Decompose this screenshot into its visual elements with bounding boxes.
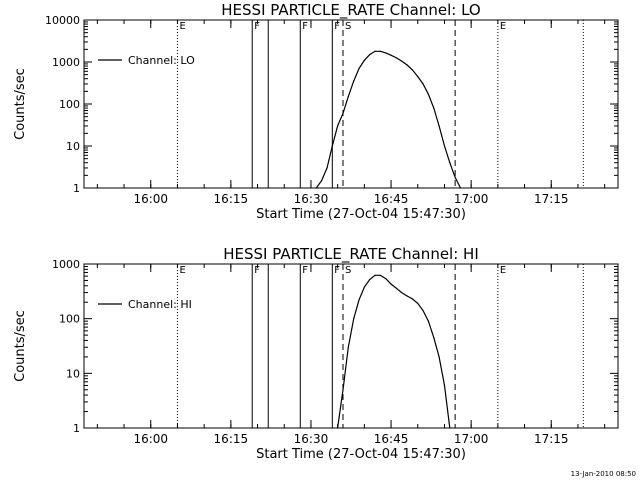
y-tick-label: 1 <box>73 422 80 435</box>
legend-label: Channel: LO <box>128 54 195 67</box>
data-point <box>406 295 408 297</box>
plot-frame <box>83 263 619 429</box>
legend-label: Channel: HI <box>128 298 192 311</box>
chart-panel-lo: HESSI PARTICLE_RATE Channel: LOE F F F S E110… <box>13 1 619 222</box>
data-point <box>347 96 349 98</box>
x-tick-label: 16:15 <box>214 432 249 446</box>
data-point <box>369 278 371 281</box>
data-point <box>385 52 387 54</box>
data-point <box>326 167 328 169</box>
data-point <box>369 54 371 56</box>
marker-label: F <box>254 265 260 276</box>
data-point <box>433 107 435 109</box>
x-tick-label: 16:00 <box>133 192 168 206</box>
data-point <box>401 291 403 294</box>
data-point <box>438 356 440 358</box>
data-point <box>390 54 392 56</box>
data-point <box>321 180 323 182</box>
marker-label: F <box>334 21 340 32</box>
data-point <box>342 389 344 391</box>
x-tick-label: 16:00 <box>133 432 168 446</box>
x-tick-label: 16:30 <box>294 192 329 206</box>
chart-title: HESSI PARTICLE_RATE Channel: LO <box>221 1 480 20</box>
marker-label: E <box>179 21 185 32</box>
x-tick-label: 17:15 <box>534 192 569 206</box>
data-point <box>358 67 360 70</box>
chart-panel-hi: HESSI PARTICLE_RATE Channel: HIE F F F S E110… <box>13 245 619 462</box>
x-tick-label: 16:45 <box>374 432 409 446</box>
data-point <box>385 278 387 280</box>
series-line-lo <box>315 50 462 189</box>
data-point <box>331 145 333 147</box>
marker-label: S <box>345 21 351 32</box>
x-tick-label: 16:15 <box>214 192 249 206</box>
data-point <box>353 80 355 82</box>
data-point <box>454 176 456 178</box>
data-point <box>347 346 349 348</box>
chart-title: HESSI PARTICLE_RATE Channel: HI <box>223 245 479 264</box>
x-axis-label: Start Time (27-Oct-04 15:47:30) <box>256 207 466 222</box>
marker-label: F <box>302 21 308 32</box>
data-point <box>363 59 365 61</box>
x-tick-label: 17:00 <box>454 192 489 206</box>
y-tick-label: 1000 <box>52 258 80 271</box>
plot-frame <box>83 19 619 189</box>
timestamp-footer: 13-Jan-2010 08:50 <box>570 470 636 478</box>
data-point <box>411 69 414 71</box>
x-tick-label: 17:15 <box>534 432 569 446</box>
data-point <box>438 125 440 127</box>
data-point <box>401 60 403 62</box>
series-line-hi <box>337 274 451 429</box>
data-point <box>390 283 392 285</box>
y-tick-label: 100 <box>59 313 80 326</box>
data-point <box>337 125 339 127</box>
x-tick-label: 16:30 <box>294 432 329 446</box>
data-point <box>379 274 381 276</box>
data-point <box>427 93 430 95</box>
data-point <box>411 298 414 300</box>
marker-label: F <box>254 21 260 32</box>
data-point <box>363 286 365 288</box>
y-tick-label: 10 <box>66 140 80 153</box>
data-point <box>379 50 381 52</box>
data-point <box>433 337 435 339</box>
data-point <box>395 57 397 59</box>
y-tick-label: 1 <box>73 182 80 195</box>
y-axis-label: Counts/sec <box>13 310 28 382</box>
data-point <box>422 83 424 85</box>
y-tick-label: 10 <box>66 367 80 380</box>
data-point <box>395 287 397 289</box>
data-point <box>449 162 451 164</box>
data-point <box>443 145 446 147</box>
marker-label: E <box>500 21 506 32</box>
data-point <box>417 75 419 78</box>
data-point <box>406 64 408 66</box>
data-point <box>443 384 446 387</box>
marker-label: E <box>179 265 185 276</box>
x-tick-label: 17:00 <box>454 432 489 446</box>
marker-label: S <box>345 265 351 276</box>
y-tick-label: 100 <box>59 98 80 111</box>
marker-label: F <box>302 265 308 276</box>
data-point <box>342 112 344 114</box>
y-tick-label: 10000 <box>45 14 80 27</box>
x-tick-label: 16:45 <box>374 192 409 206</box>
x-axis-label: Start Time (27-Oct-04 15:47:30) <box>256 447 466 462</box>
data-point <box>422 310 424 312</box>
data-point <box>353 318 355 320</box>
marker-label: E <box>500 265 506 276</box>
marker-label: F <box>334 265 340 276</box>
data-point <box>427 320 430 322</box>
data-point <box>374 50 376 52</box>
y-axis-label: Counts/sec <box>13 68 28 140</box>
data-point <box>358 299 360 301</box>
data-point <box>417 302 419 305</box>
y-tick-label: 1000 <box>52 56 80 69</box>
data-point <box>374 274 376 276</box>
